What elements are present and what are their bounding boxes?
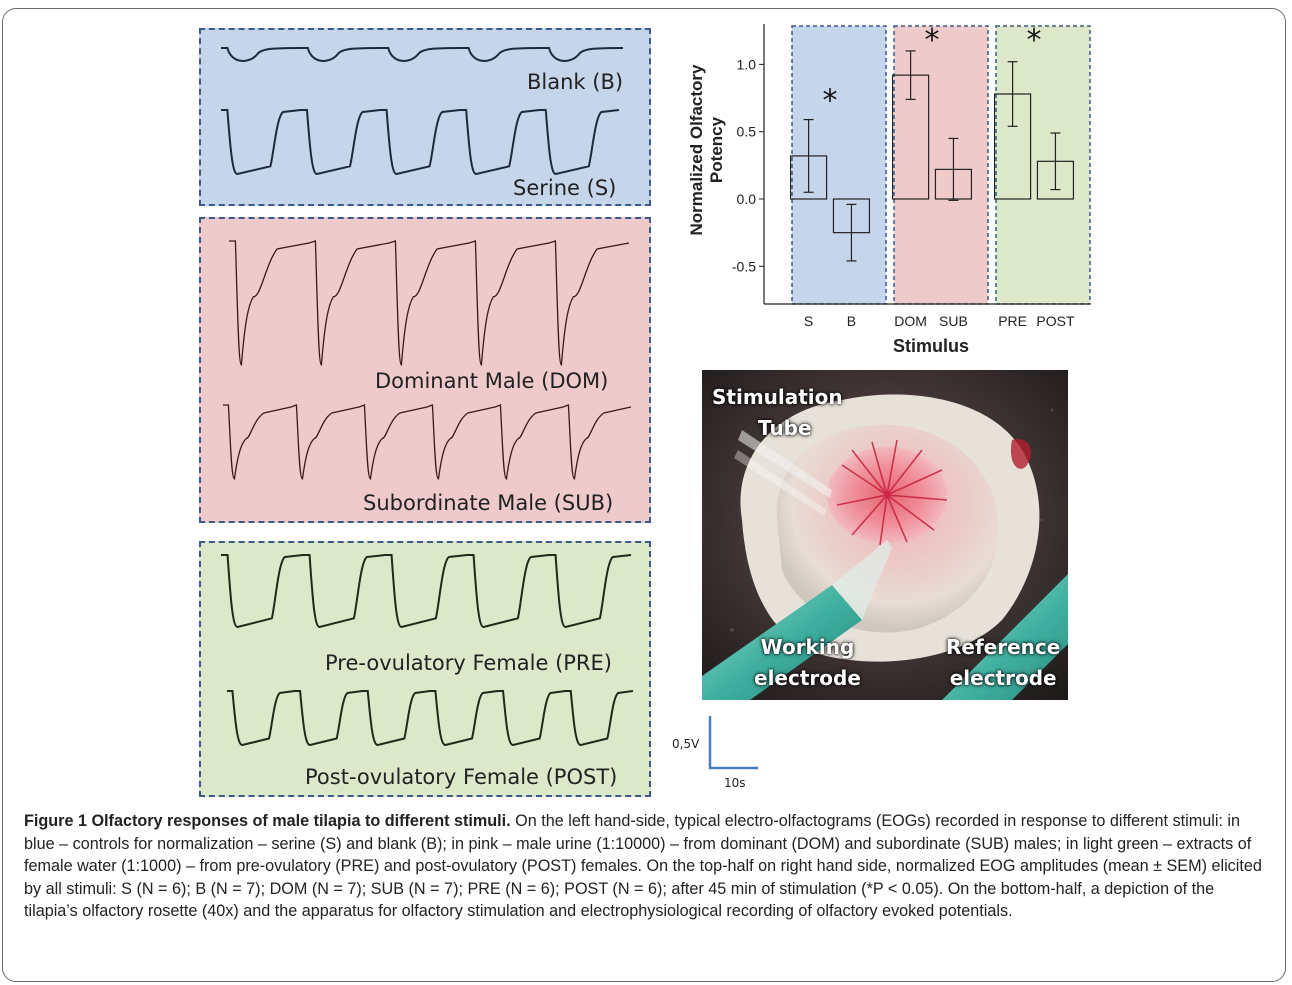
- panel-male-urine: Dominant Male (DOM) Subordinate Male (SU…: [199, 217, 651, 523]
- scale-bar-time: 10s: [724, 776, 746, 790]
- y-axis-label-line2: Potency: [707, 116, 726, 183]
- significance-star: *: [925, 24, 940, 58]
- y-tick-label: 0.5: [737, 124, 757, 140]
- x-tick-label: SUB: [939, 313, 968, 329]
- trace-label-pre: Pre-ovulatory Female (PRE): [325, 651, 612, 675]
- x-tick-label: POST: [1036, 313, 1075, 329]
- eog-trace-dom: [229, 240, 630, 366]
- x-tick-label: B: [847, 313, 856, 329]
- panel-female-water: Pre-ovulatory Female (PRE) Post-ovulator…: [199, 541, 651, 797]
- trace-label-sub: Subordinate Male (SUB): [363, 491, 614, 515]
- eog-trace-post: [227, 690, 634, 747]
- scale-bar: [708, 716, 758, 770]
- eog-trace-blank: [221, 47, 624, 62]
- x-tick-label: PRE: [998, 313, 1027, 329]
- figure-frame: [2, 8, 1286, 982]
- eog-traces-male: [223, 240, 632, 480]
- trace-label-post: Post-ovulatory Female (POST): [305, 765, 618, 789]
- rosette-illustration: [702, 370, 1068, 700]
- eog-trace-sub: [223, 404, 632, 480]
- y-tick-label: -0.5: [732, 258, 756, 274]
- eog-trace-pre: [221, 554, 632, 629]
- trace-label-blank: Blank (B): [527, 70, 624, 94]
- significance-star: *: [823, 84, 838, 119]
- caption-title: Figure 1 Olfactory responses of male til…: [24, 812, 511, 830]
- eog-trace-serine: [221, 109, 620, 176]
- eog-traces-female: [221, 554, 634, 747]
- y-tick-label: 0.0: [737, 191, 757, 207]
- y-axis-label-line1: Normalized Olfactory: [687, 64, 706, 236]
- potency-bar-chart: -0.5 0.0 0.5 1.0 S B DOM SUB PRE POST * * * Stimulus N…: [687, 24, 1091, 356]
- caption-body: On the left hand-side, typical electro-o…: [24, 812, 1262, 920]
- chart-group-bg: [791, 25, 887, 305]
- x-tick-label: DOM: [894, 313, 927, 329]
- y-tick-label: 1.0: [737, 56, 757, 72]
- panel-controls: Blank (B) Serine (S): [199, 28, 651, 206]
- label-stimulation-tube: Stimulation Tube: [712, 385, 843, 440]
- x-tick-label: S: [804, 313, 813, 329]
- eog-traces-controls: [221, 47, 624, 176]
- trace-label-dom: Dominant Male (DOM): [375, 369, 609, 393]
- figure-caption: Figure 1 Olfactory responses of male til…: [24, 810, 1272, 923]
- olfactory-rosette-photo: Stimulation Tube Working electrode Refer…: [702, 370, 1068, 700]
- label-working-electrode: Working electrode: [754, 635, 861, 690]
- x-axis-label: Stimulus: [893, 336, 969, 356]
- chart-group-bg: [893, 25, 989, 305]
- scale-bar-voltage: 0,5V: [672, 737, 700, 751]
- chart-group-bg: [995, 25, 1091, 305]
- label-reference-electrode: Reference electrode: [946, 635, 1061, 690]
- trace-label-serine: Serine (S): [513, 176, 617, 200]
- significance-star: *: [1027, 24, 1042, 58]
